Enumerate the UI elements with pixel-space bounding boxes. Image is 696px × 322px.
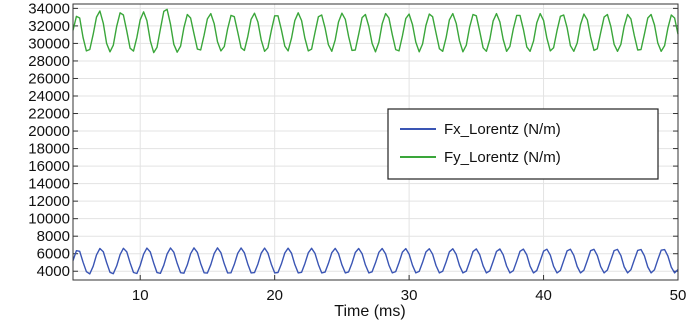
x-tick-label: 30: [401, 287, 418, 304]
legend-label-fx: Fx_Lorentz (N/m): [444, 121, 561, 138]
legend-box: [387, 108, 659, 180]
legend: Fx_Lorentz (N/m) Fy_Lorentz (N/m): [387, 108, 659, 180]
x-tick-label: 40: [535, 287, 552, 304]
series-lines: [72, 8, 679, 275]
y-tick-label: 32000: [28, 18, 70, 35]
y-tick-label: 4000: [37, 263, 70, 280]
x-axis-ticks: 10 20 30 40 50: [132, 275, 686, 304]
y-tick-label: 34000: [28, 0, 70, 17]
plot-frame: [72, 3, 679, 281]
x-axis-title: Time (ms): [334, 303, 405, 320]
series-line-fx: [72, 247, 679, 275]
series-line-fy: [72, 8, 679, 54]
y-tick-label: 10000: [28, 211, 70, 228]
y-tick-label: 26000: [28, 70, 70, 87]
y-tick-label: 30000: [28, 35, 70, 52]
x-tick-label: 50: [670, 287, 687, 304]
y-tick-label: 22000: [28, 106, 70, 123]
y-tick-label: 16000: [28, 158, 70, 175]
x-tick-label: 20: [266, 287, 283, 304]
y-tick-label: 24000: [28, 88, 70, 105]
legend-label-fy: Fy_Lorentz (N/m): [444, 149, 561, 166]
y-tick-label: 8000: [37, 228, 70, 245]
y-axis-ticks: 4000600080001000012000140001600018000200…: [28, 0, 678, 280]
y-tick-label: 6000: [37, 246, 70, 263]
x-tick-label: 10: [132, 287, 149, 304]
y-tick-label: 14000: [28, 176, 70, 193]
y-tick-label: 28000: [28, 53, 70, 70]
y-tick-label: 20000: [28, 123, 70, 140]
y-tick-label: 12000: [28, 193, 70, 210]
y-tick-label: 18000: [28, 141, 70, 158]
